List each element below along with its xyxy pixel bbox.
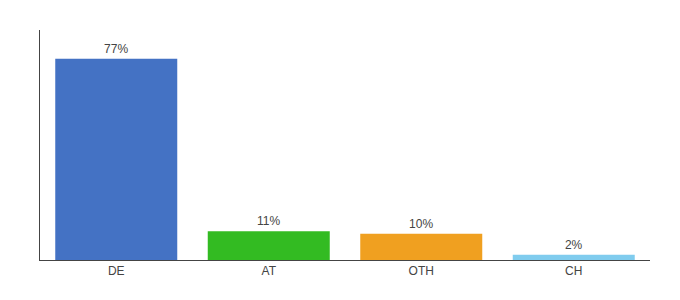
svg-text:2%: 2%: [565, 238, 583, 252]
svg-text:11%: 11%: [257, 214, 280, 228]
svg-text:CH: CH: [565, 264, 582, 278]
svg-text:77%: 77%: [104, 42, 128, 56]
svg-text:10%: 10%: [409, 217, 433, 231]
svg-text:AT: AT: [262, 264, 277, 278]
svg-text:OTH: OTH: [409, 264, 434, 278]
svg-text:DE: DE: [108, 264, 125, 278]
